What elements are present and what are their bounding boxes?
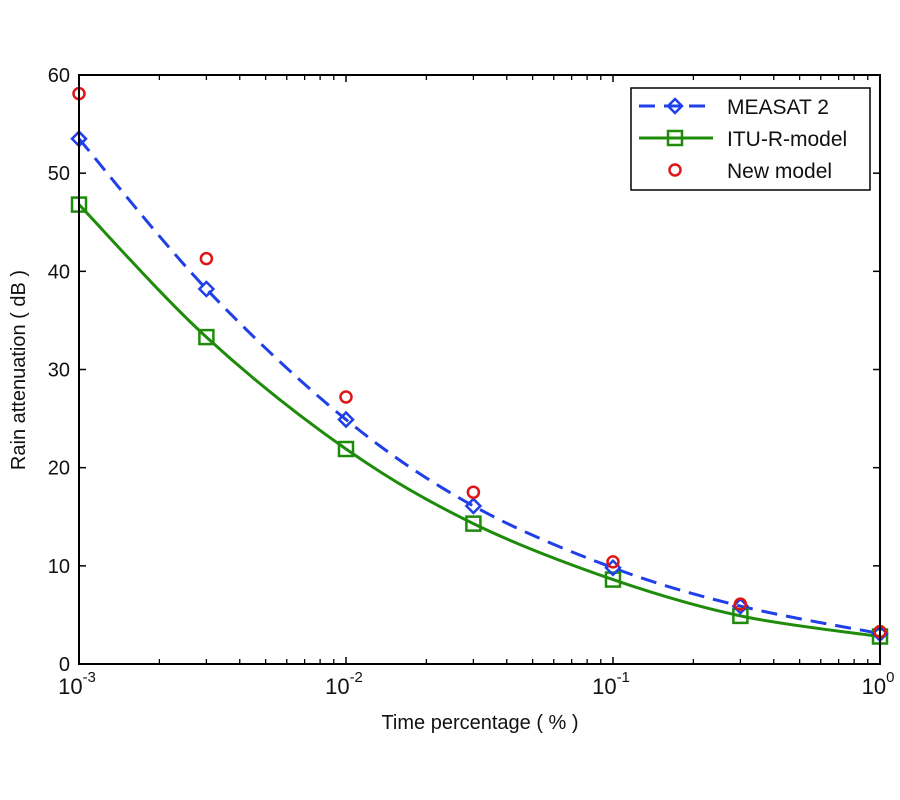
- series-line-itu-r-model: [77, 203, 881, 638]
- data-point-itu-r-model: [198, 328, 215, 346]
- x-tick-label: 10-3: [58, 669, 96, 699]
- data-point-new-model: [339, 390, 353, 404]
- data-point-measat-2: [337, 410, 355, 429]
- y-tick-label: 20: [48, 458, 70, 480]
- axes: 0 10 20 30 40 50 60 10-3 10-2 10-1 100: [48, 65, 895, 699]
- y-tick-label: 60: [48, 65, 70, 87]
- legend-label-measat-2: MEASAT 2: [727, 96, 829, 119]
- y-tick-label: 30: [48, 360, 70, 382]
- y-axis-label: Rain attenuation ( dB ): [8, 270, 30, 470]
- data-point-measat-2: [464, 497, 483, 515]
- axes-frame: [78, 74, 881, 665]
- data-point-itu-r-model: [604, 571, 622, 588]
- legend-marker-new-model: [668, 163, 682, 177]
- legend-marker-measat-2: [666, 97, 684, 115]
- y-tick-label: 10: [48, 556, 70, 578]
- data-point-itu-r-model: [465, 515, 482, 532]
- data-point-new-model: [733, 597, 748, 611]
- y-tick-label: 0: [59, 654, 70, 676]
- data-point-new-model: [606, 555, 620, 569]
- x-tick-label: 10-2: [325, 669, 363, 699]
- y-tick-label: 40: [48, 261, 70, 283]
- x-tick-label: 10-1: [592, 669, 630, 699]
- x-tick-label: 100: [862, 669, 895, 699]
- legend-label-itu-r-model: ITU-R-model: [727, 128, 847, 151]
- legend: MEASAT 2 ITU-R-model New model: [630, 87, 871, 191]
- data-point-itu-r-model: [337, 440, 355, 458]
- y-tick-label: 50: [48, 163, 70, 185]
- series-line-measat-2: [77, 137, 881, 636]
- data-point-new-model: [466, 485, 481, 499]
- legend-label-new-model: New model: [727, 160, 832, 183]
- legend-marker-itu-r-model: [666, 129, 684, 147]
- series-layer: [70, 86, 889, 645]
- data-point-new-model: [199, 251, 214, 266]
- data-point-measat-2: [197, 280, 216, 298]
- x-axis-label: Time percentage ( % ): [381, 712, 578, 734]
